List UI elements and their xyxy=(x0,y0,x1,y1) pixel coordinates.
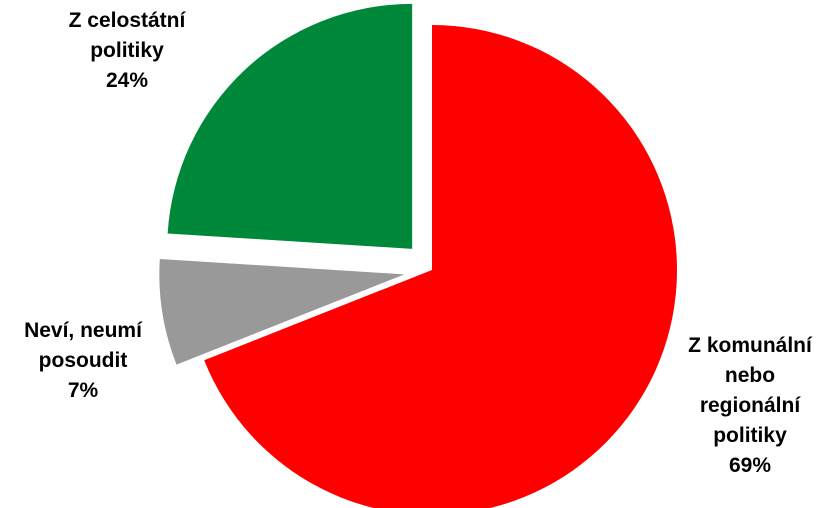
slice-value-label: 7% xyxy=(68,379,99,402)
slice-label-line: politiky xyxy=(713,424,787,447)
slice-label-line: politiky xyxy=(90,39,164,62)
pie-slice-0 xyxy=(204,25,677,508)
slice-label-line: regionální xyxy=(700,394,802,417)
slice-value-label: 24% xyxy=(106,69,148,92)
slice-label-line: Z celostátní xyxy=(69,9,187,32)
pie-slice-1 xyxy=(159,258,405,365)
pie-slice-2 xyxy=(167,3,413,249)
slice-label-2: Z celostátní politiky 24% xyxy=(69,9,187,92)
slice-label-1: Neví, neumí posoudit 7% xyxy=(24,319,143,402)
slice-label-line: Neví, neumí xyxy=(24,319,143,342)
slice-label-line: Z komunální xyxy=(688,334,813,357)
slice-label-line: posoudit xyxy=(39,349,128,372)
slice-label-line: nebo xyxy=(725,364,775,387)
slice-value-label: 69% xyxy=(729,454,771,477)
slice-label-0: Z komunální nebo regionální politiky 69% xyxy=(688,334,813,477)
